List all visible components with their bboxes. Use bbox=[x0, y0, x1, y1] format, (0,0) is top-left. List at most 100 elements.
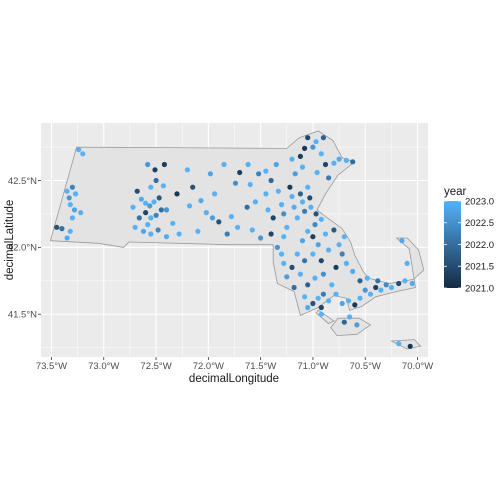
observation-point bbox=[163, 207, 170, 213]
observation-point bbox=[212, 191, 218, 197]
observation-point bbox=[313, 211, 319, 217]
observation-point bbox=[190, 184, 196, 190]
observation-point bbox=[252, 199, 258, 205]
observation-point bbox=[245, 161, 251, 168]
observation-point bbox=[322, 161, 329, 168]
observation-points bbox=[54, 135, 415, 349]
observation-point bbox=[402, 278, 408, 284]
observation-point bbox=[161, 161, 167, 168]
legend-label: 2022.0 bbox=[465, 240, 494, 251]
observation-point bbox=[138, 196, 144, 202]
observation-point bbox=[76, 147, 82, 153]
observation-point bbox=[333, 291, 339, 297]
observation-point bbox=[287, 184, 293, 190]
observation-point bbox=[281, 234, 287, 240]
legend-breaks: 2023.0 2022.5 2022.0 2021.5 2021.0 bbox=[444, 196, 494, 294]
observation-point bbox=[186, 203, 193, 209]
observation-point bbox=[279, 202, 285, 208]
observation-point bbox=[404, 260, 410, 266]
observation-point bbox=[289, 156, 295, 162]
observation-point bbox=[347, 314, 353, 320]
observation-point bbox=[318, 216, 324, 222]
observation-point bbox=[72, 191, 79, 197]
observation-point bbox=[140, 228, 147, 234]
observation-point bbox=[64, 235, 70, 241]
observation-point bbox=[176, 231, 182, 237]
observation-point bbox=[354, 322, 360, 328]
observation-point bbox=[54, 224, 60, 230]
observation-point bbox=[274, 244, 280, 250]
observation-point bbox=[331, 227, 337, 233]
observation-point bbox=[184, 167, 190, 173]
observation-point bbox=[258, 235, 264, 241]
observation-point bbox=[396, 280, 402, 287]
observation-point bbox=[284, 224, 290, 230]
observation-point bbox=[299, 164, 306, 170]
observation-point bbox=[314, 169, 320, 176]
observation-point bbox=[343, 260, 349, 266]
observation-point bbox=[291, 204, 297, 210]
observation-point bbox=[195, 228, 201, 234]
observation-point bbox=[320, 271, 326, 277]
observation-point bbox=[341, 319, 347, 325]
observation-point bbox=[318, 304, 324, 311]
legend-title: year bbox=[444, 186, 467, 198]
observation-point bbox=[313, 139, 319, 145]
observation-point bbox=[407, 343, 413, 349]
observation-point bbox=[315, 242, 321, 248]
observation-point bbox=[343, 157, 349, 163]
observation-point bbox=[297, 271, 303, 277]
observation-point bbox=[312, 275, 318, 281]
x-tick-label: 70.5°W bbox=[350, 361, 381, 372]
observation-point bbox=[281, 260, 287, 266]
observation-point bbox=[294, 215, 300, 221]
observation-point bbox=[320, 135, 326, 141]
observation-point bbox=[263, 191, 269, 197]
observation-point bbox=[155, 227, 161, 233]
observation-point bbox=[378, 287, 384, 293]
observation-point bbox=[318, 151, 324, 157]
observation-point bbox=[163, 234, 170, 240]
observation-point bbox=[160, 183, 166, 189]
observation-point bbox=[281, 211, 287, 217]
observation-point bbox=[59, 226, 65, 232]
observation-point bbox=[364, 275, 370, 281]
observation-point bbox=[305, 184, 311, 190]
observation-point bbox=[396, 341, 402, 347]
y-tick-label: 41.5°N bbox=[8, 310, 37, 321]
observation-point bbox=[326, 247, 332, 253]
y-axis-ticks: 41.5°N 42.0°N 42.5°N bbox=[8, 176, 41, 321]
legend-label: 2021.5 bbox=[465, 262, 494, 273]
observation-point bbox=[279, 251, 285, 257]
observation-point bbox=[263, 168, 269, 174]
observation-point bbox=[170, 220, 176, 226]
observation-point bbox=[152, 167, 158, 173]
observation-point bbox=[145, 161, 151, 168]
x-tick-label: 72.5°W bbox=[140, 361, 171, 372]
observation-point bbox=[244, 204, 250, 210]
observation-point bbox=[67, 202, 73, 208]
observation-point bbox=[69, 215, 75, 221]
observation-point bbox=[148, 215, 154, 221]
observation-point bbox=[153, 177, 159, 184]
y-tick-label: 42.0°N bbox=[8, 243, 37, 254]
observation-point bbox=[273, 161, 279, 168]
observation-point bbox=[357, 295, 363, 301]
observation-point bbox=[326, 298, 332, 304]
observation-point bbox=[345, 298, 352, 304]
x-tick-label: 72.0°W bbox=[193, 361, 224, 372]
observation-point bbox=[71, 207, 78, 213]
observation-point bbox=[312, 222, 318, 228]
observation-point bbox=[224, 231, 230, 237]
observation-point bbox=[64, 188, 70, 194]
observation-point bbox=[151, 199, 157, 205]
observation-point bbox=[275, 188, 281, 194]
observation-point bbox=[302, 258, 308, 264]
observation-point bbox=[203, 210, 209, 216]
observation-point bbox=[247, 181, 253, 188]
observation-point bbox=[237, 169, 243, 176]
observation-point bbox=[362, 287, 368, 293]
observation-point bbox=[69, 184, 75, 190]
observation-point bbox=[221, 161, 227, 168]
observation-point bbox=[383, 282, 389, 288]
